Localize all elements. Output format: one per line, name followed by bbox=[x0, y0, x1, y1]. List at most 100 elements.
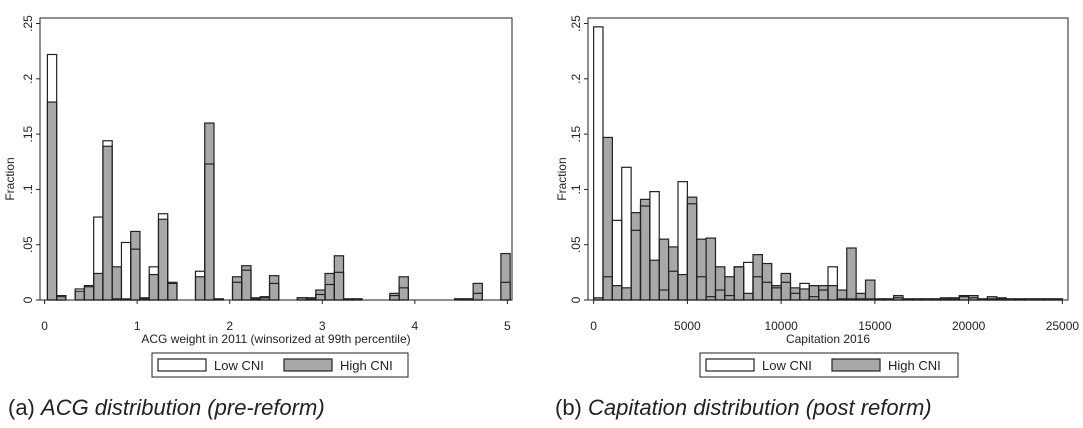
caption-a-title: ACG distribution (pre-reform) bbox=[41, 395, 325, 420]
bar-low-cni bbox=[780, 281, 792, 301]
bar-high-cni bbox=[780, 272, 792, 301]
bar-high-cni bbox=[714, 266, 726, 301]
bar-low-cni bbox=[1043, 298, 1054, 301]
bar-low-cni bbox=[686, 203, 698, 301]
bar-low-cni bbox=[986, 298, 998, 301]
bar-low-cni bbox=[902, 298, 913, 301]
bar-high-cni bbox=[818, 285, 829, 301]
x-tick-label: 20000 bbox=[952, 319, 986, 333]
y-tick-label: .1 bbox=[569, 184, 583, 194]
x-tick-label: 0 bbox=[590, 319, 597, 333]
bar-low-cni bbox=[102, 140, 113, 301]
bar-low-cni bbox=[827, 266, 838, 301]
caption-b-title: Capitation distribution (post reform) bbox=[588, 395, 932, 420]
bar-low-cni bbox=[130, 248, 141, 301]
bar-low-cni bbox=[593, 26, 604, 301]
bar-high-cni bbox=[111, 266, 123, 301]
bar-high-cni bbox=[696, 238, 707, 301]
bar-low-cni bbox=[500, 281, 511, 301]
x-axis-title: Capitation 2016 bbox=[786, 332, 870, 346]
y-axis-title: Fraction bbox=[555, 157, 569, 200]
x-tick-label: 15000 bbox=[858, 319, 892, 333]
bar-low-cni bbox=[204, 163, 215, 301]
bar-high-cni bbox=[724, 276, 735, 301]
y-tick-label: .2 bbox=[21, 73, 35, 83]
legend-label-high-cni: High CNI bbox=[340, 358, 393, 373]
bar-low-cni bbox=[921, 298, 932, 301]
bar-high-cni bbox=[74, 290, 86, 301]
legend-swatch-low-cni bbox=[157, 358, 207, 372]
bar-high-cni bbox=[686, 196, 698, 301]
bar-low-cni bbox=[799, 282, 810, 301]
bar-low-cni bbox=[167, 281, 178, 301]
bar-low-cni bbox=[949, 298, 960, 301]
bar-low-cni bbox=[398, 287, 409, 301]
bar-low-cni bbox=[46, 53, 58, 301]
bar-high-cni bbox=[268, 275, 280, 301]
legend-swatch-high-cni bbox=[283, 358, 333, 372]
bar-high-cni bbox=[389, 292, 400, 301]
caption-a-label: (a) bbox=[8, 395, 35, 420]
x-axis-title: ACG weight in 2011 (winsorized at 99th p… bbox=[141, 332, 410, 346]
bar-high-cni bbox=[83, 285, 95, 301]
x-tick-label: 5000 bbox=[674, 319, 701, 333]
legend-label-high-cni: High CNI bbox=[888, 358, 941, 373]
bar-high-cni bbox=[827, 285, 838, 301]
bar-high-cni bbox=[324, 272, 335, 301]
y-tick-label: .2 bbox=[569, 73, 583, 83]
caption-b: (b) Capitation distribution (post reform… bbox=[555, 395, 932, 421]
y-tick-label: .25 bbox=[569, 15, 583, 32]
bar-low-cni bbox=[157, 213, 169, 301]
bar-low-cni bbox=[454, 298, 465, 301]
bar-low-cni bbox=[855, 298, 867, 301]
bar-low-cni bbox=[56, 294, 67, 301]
bar-high-cni bbox=[148, 273, 160, 301]
x-tick-label: 25000 bbox=[1046, 319, 1080, 333]
x-tick-label: 5 bbox=[504, 319, 511, 333]
bar-low-cni bbox=[463, 298, 474, 301]
bar-high-cni bbox=[194, 276, 206, 301]
bar-low-cni bbox=[1014, 298, 1026, 301]
bar-low-cni bbox=[139, 298, 150, 301]
legend-swatch-low-cni bbox=[705, 358, 755, 372]
bar-low-cni bbox=[649, 191, 660, 301]
bar-low-cni bbox=[996, 298, 1007, 301]
bar-low-cni bbox=[1024, 298, 1035, 301]
bar-low-cni bbox=[1033, 298, 1045, 301]
bar-high-cni bbox=[602, 136, 613, 301]
bar-high-cni bbox=[658, 238, 670, 301]
bar-low-cni bbox=[241, 269, 252, 301]
bar-low-cni bbox=[874, 298, 885, 301]
bar-high-cni bbox=[241, 265, 252, 301]
y-tick-label: 0 bbox=[21, 296, 35, 303]
caption-a: (a) ACG distribution (pre-reform) bbox=[8, 395, 325, 421]
chart-panel-acg: 0 .05 .1 .15 .2 .25 0 1 2 3 4 5 Fraction ACG weight i… bbox=[3, 15, 513, 378]
bar-high-cni bbox=[93, 272, 104, 301]
bar-low-cni bbox=[213, 298, 224, 301]
y-tick-label: .15 bbox=[569, 125, 583, 142]
caption-b-label: (b) bbox=[555, 395, 582, 420]
x-tick-label: 0 bbox=[41, 319, 48, 333]
bar-high-cni bbox=[649, 259, 660, 301]
y-tick-label: .25 bbox=[21, 15, 35, 32]
bar-high-cni bbox=[231, 276, 243, 301]
bar-low-cni bbox=[696, 276, 707, 301]
bar-low-cni bbox=[250, 298, 261, 301]
bar-high-cni bbox=[705, 237, 717, 301]
x-tick-label: 2 bbox=[226, 319, 233, 333]
bar-high-cni bbox=[864, 279, 876, 301]
bar-high-cni bbox=[472, 282, 483, 301]
x-tick-label: 4 bbox=[411, 319, 418, 333]
chart-panel-capitation: 0 .05 .1 .15 .2 .25 0 5000 10000 15000 20000 25000 F… bbox=[555, 15, 1080, 378]
bar-low-cni bbox=[836, 298, 848, 301]
legend-label-low-cni: Low CNI bbox=[762, 358, 812, 373]
bar-low-cni bbox=[883, 298, 895, 301]
y-axis-title: Fraction bbox=[3, 157, 17, 200]
bar-high-cni bbox=[102, 145, 113, 301]
bar-high-cni bbox=[630, 212, 642, 301]
y-tick-label: .15 bbox=[21, 125, 35, 142]
bar-high-cni bbox=[500, 252, 511, 301]
y-tick-label: 0 bbox=[569, 296, 583, 303]
x-tick-label: 10000 bbox=[764, 319, 798, 333]
